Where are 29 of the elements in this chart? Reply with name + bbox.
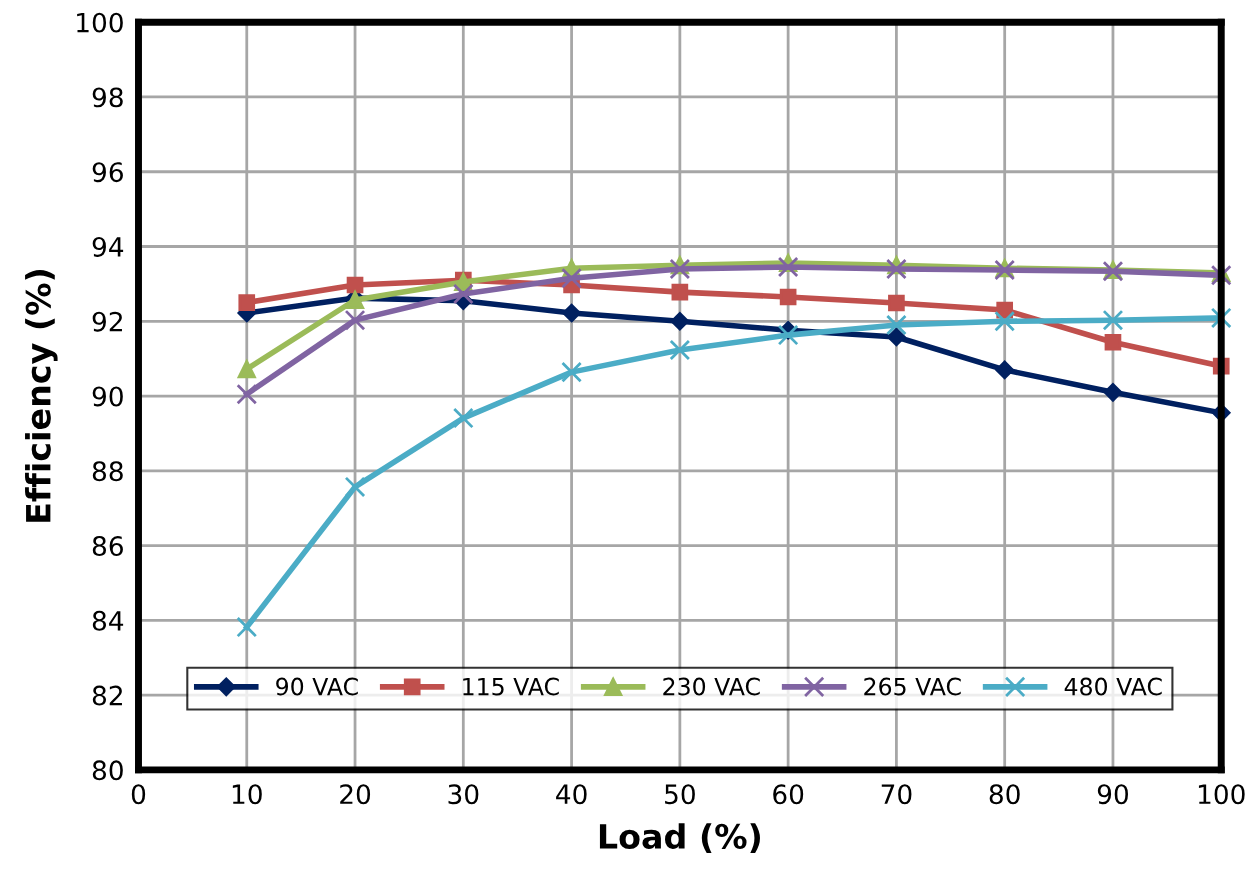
x-tick-label: 20 — [340, 784, 371, 805]
y-axis-title: Efficiency (%) — [25, 270, 58, 522]
y-tick-label: 82 — [92, 685, 122, 706]
y-tick-label: 84 — [92, 610, 124, 631]
x-tick-label: 80 — [989, 784, 1020, 805]
y-tick-label: 94 — [92, 236, 124, 257]
legend-label: 265 VAC — [864, 677, 961, 696]
legend-label: 230 VAC — [663, 677, 760, 696]
y-tick-label: 98 — [92, 87, 123, 108]
x-tick-label: 10 — [232, 784, 262, 805]
y-tick-label: 88 — [92, 461, 123, 482]
y-tick-label: 86 — [92, 536, 123, 556]
legend-label: 90 VAC — [276, 677, 358, 696]
x-tick-label: 40 — [556, 784, 587, 805]
x-axis-title: Load (%) — [599, 823, 760, 853]
x-tick-label: 50 — [665, 784, 695, 805]
y-tick-label: 100 — [77, 12, 123, 33]
legend-label: 115 VAC — [463, 677, 559, 696]
y-tick-label: 92 — [92, 311, 122, 332]
y-tick-label: 80 — [92, 760, 123, 781]
x-tick-label: 60 — [773, 784, 804, 805]
legend-label: 480 VAC — [1064, 677, 1162, 696]
x-tick-label: 100 — [1198, 784, 1245, 805]
x-tick-label: 70 — [881, 784, 912, 805]
y-tick-label: 90 — [92, 386, 123, 407]
x-tick-label: 0 — [131, 784, 146, 805]
x-tick-label: 90 — [1097, 784, 1128, 805]
x-tick-label: 30 — [448, 784, 479, 805]
y-tick-label: 96 — [92, 162, 123, 183]
